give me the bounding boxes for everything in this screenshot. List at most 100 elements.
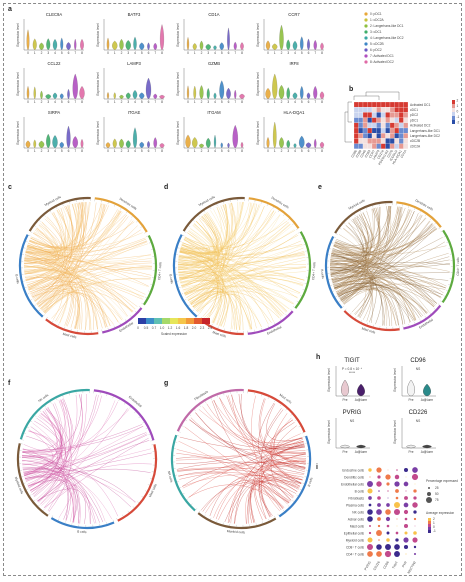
violin-cluster-tick: 1 [194,100,196,104]
violin-cluster-tick: 5 [141,149,143,153]
circos-tick [179,287,181,288]
dotplot-avg-title: Average expression [426,511,454,515]
dotplot-dot [378,525,380,527]
circos-tick [350,313,351,315]
violin-shape [266,41,270,50]
violin-shape [206,44,211,50]
circos-tick [34,305,36,306]
violin-cluster-tick: 4 [294,149,296,153]
violin-cluster-tick: 7 [74,100,76,104]
violin-shape [272,44,277,50]
heatmap-cell [372,123,377,128]
heatmap-cell [368,102,373,107]
dotplot-row-label: Plasma cells [346,504,364,508]
dotplot-dot [367,544,373,550]
violin-shape [200,85,204,99]
violin-gene-title: ITGAM [207,110,221,115]
circos-tick [274,400,275,402]
violin-shape [39,43,44,50]
circos-tick [301,238,303,239]
dotplot-dot [395,538,398,541]
heatmap-cell [399,138,404,143]
circos-tick [58,519,59,521]
heatmap-cell [399,112,404,117]
violin-cluster-tick: 4 [214,51,216,55]
violin-shape [320,142,324,148]
dotplot-pct-tick: 25 [435,486,439,490]
circos-sector-arc [172,435,195,510]
heatmap-cell [363,123,368,128]
violin-cluster-tick: 7 [154,100,156,104]
circos-tick [185,420,187,421]
dotplot-dot [369,504,372,507]
violin-ylabel: Expression level [16,23,20,47]
violin-shape [119,139,124,148]
circos-tick [58,324,59,326]
dotplot-avg-step [428,521,431,524]
checkpoint-group-label: AdjNorm [355,398,368,402]
colorbar-title: Scaled expression [161,332,187,336]
circos-tick [439,228,441,229]
heatmap-cell [368,144,373,149]
heatmap-cell [386,112,391,117]
circos-tick [194,410,195,411]
violin-cluster-tick: 4 [214,100,216,104]
violin-shape [313,86,317,99]
circos-tick [35,415,37,416]
dotplot-dot [394,551,400,557]
dotplot-dot [376,509,382,515]
dotplot-dot [367,488,372,493]
checkpoint-ylabel: Expression level [393,420,397,444]
panel-label-d: d [164,184,168,191]
heatmap-scale-label: 2 [457,99,459,103]
violin-cluster-tick: 3 [207,100,209,104]
heatmap-row-label: cDC2A [410,144,421,148]
heatmap-cell [404,107,409,112]
violin-cluster-tick: 0 [27,149,29,153]
violin-cluster-tick: 6 [148,149,150,153]
colorbar-step [138,318,146,324]
circos-tick [50,211,51,213]
violin-shape [294,143,297,148]
legend-label: 0: pDC1 [370,12,382,16]
violin-shape [233,125,238,148]
dotplot-dot [412,474,418,480]
circos-tick [141,226,143,227]
checkpoint-gene-title: PVRIG [343,410,362,416]
violin-cluster-tick: 2 [41,149,43,153]
violin-cluster-tick: 2 [121,51,123,55]
violin-shape [27,86,29,99]
dotplot-dot [376,481,381,486]
dotplot-dot [388,498,389,499]
violin-ylabel: Expression level [16,121,20,145]
violin-cluster-tick: 0 [107,51,109,55]
circos-tick [126,212,127,214]
dotplot-dot [404,524,408,528]
circos-tick [274,516,275,518]
dotplot-dot [414,553,416,555]
circos-tick [446,242,448,243]
colorbar-tick: 1.2 [168,326,173,330]
heatmap-cell [381,118,386,123]
heatmap-cell [372,128,377,133]
violin-shape [80,39,83,50]
violin-shape [66,42,70,50]
circos-tick [43,315,44,316]
heatmap-cell [399,102,404,107]
circos-sector-label: B cells [77,529,87,534]
circos-tick [148,484,150,485]
heatmap-cell [372,118,377,123]
heatmap-cell [404,102,409,107]
checkpoint-violin [423,384,431,396]
violin-cluster-tick: 4 [54,149,56,153]
dotplot-pct-tick: 50 [435,492,439,496]
circos-tick [144,232,146,233]
dotplot-pct-dot [428,487,430,489]
checkpoint-violin [423,445,432,448]
violin-gene-title: CCL22 [47,61,61,66]
dotplot-dot [386,482,389,485]
violin-shape [219,81,224,99]
violin-cluster-tick: 7 [234,51,236,55]
circos-tick [438,304,440,305]
